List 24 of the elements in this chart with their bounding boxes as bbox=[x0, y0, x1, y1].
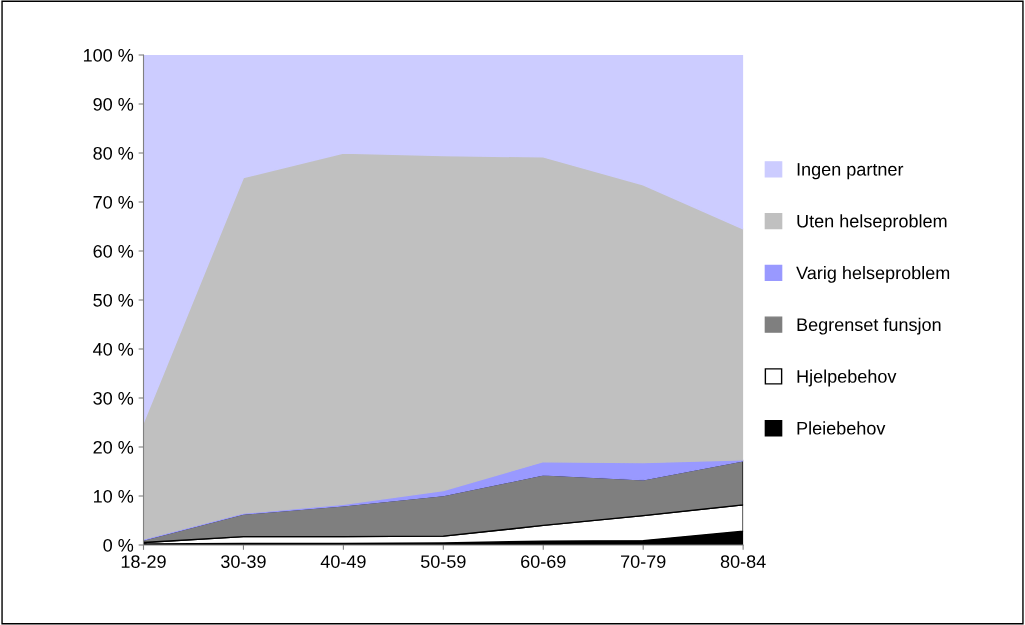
legend-label: Begrenset funsjon bbox=[797, 317, 941, 335]
x-tick-label: 50-59 bbox=[420, 555, 466, 568]
y-tick-label: 0 % bbox=[103, 538, 134, 552]
y-tick-label: 60 % bbox=[93, 244, 134, 258]
y-tick-label: 40 % bbox=[93, 342, 134, 356]
y-tick-label: 20 % bbox=[93, 440, 134, 454]
y-tick-label: 30 % bbox=[93, 391, 134, 405]
x-tick-label: 30-39 bbox=[221, 555, 266, 568]
y-tick-label: 90 % bbox=[93, 97, 134, 111]
y-tick-label: 10 % bbox=[94, 489, 134, 503]
legend-label: Pleiebehov bbox=[797, 421, 886, 435]
y-tick-label: 70 % bbox=[93, 195, 134, 209]
y-tick-label: 100 % bbox=[83, 48, 134, 62]
legend-label: Uten helseproblem bbox=[797, 214, 947, 232]
x-tick-label: 80-84 bbox=[720, 555, 766, 568]
y-tick-label: 50 % bbox=[93, 293, 134, 307]
legend-label: Ingen partner bbox=[797, 163, 904, 180]
x-tick-label: 60-69 bbox=[521, 555, 566, 568]
y-tick-label: 80 % bbox=[93, 146, 134, 160]
x-tick-label: 18-29 bbox=[121, 555, 166, 568]
x-tick-label: 70-79 bbox=[621, 555, 666, 568]
legend-label: Hjelpebehov bbox=[797, 369, 897, 387]
x-tick-label: 40-49 bbox=[320, 555, 366, 568]
legend-label: Varig helseproblem bbox=[796, 266, 950, 283]
